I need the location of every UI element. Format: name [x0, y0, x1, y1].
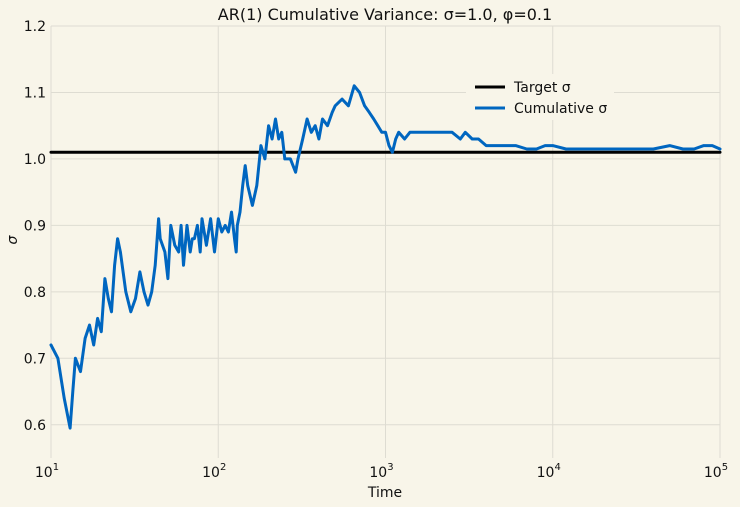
y-tick-label: 0.7 [24, 351, 46, 367]
legend-label-target: Target σ [513, 80, 571, 96]
series-layer [49, 84, 722, 430]
y-tick-label: 1.1 [24, 85, 46, 101]
legend: Target σ Cumulative σ [466, 74, 614, 120]
y-tick-label: 0.6 [24, 418, 46, 434]
chart-title: AR(1) Cumulative Variance: σ=1.0, φ=0.1 [218, 5, 552, 24]
y-tick-label: 0.9 [24, 218, 46, 234]
series-line-cumulative [49, 84, 722, 430]
legend-box [466, 74, 614, 120]
legend-label-cumulative: Cumulative σ [514, 101, 607, 117]
y-axis-label: σ [5, 234, 21, 244]
y-tick-label: 0.8 [24, 285, 46, 301]
y-tick-label: 1.2 [24, 19, 46, 35]
y-tick-label: 1.0 [24, 152, 46, 168]
x-axis-label: Time [367, 485, 402, 501]
